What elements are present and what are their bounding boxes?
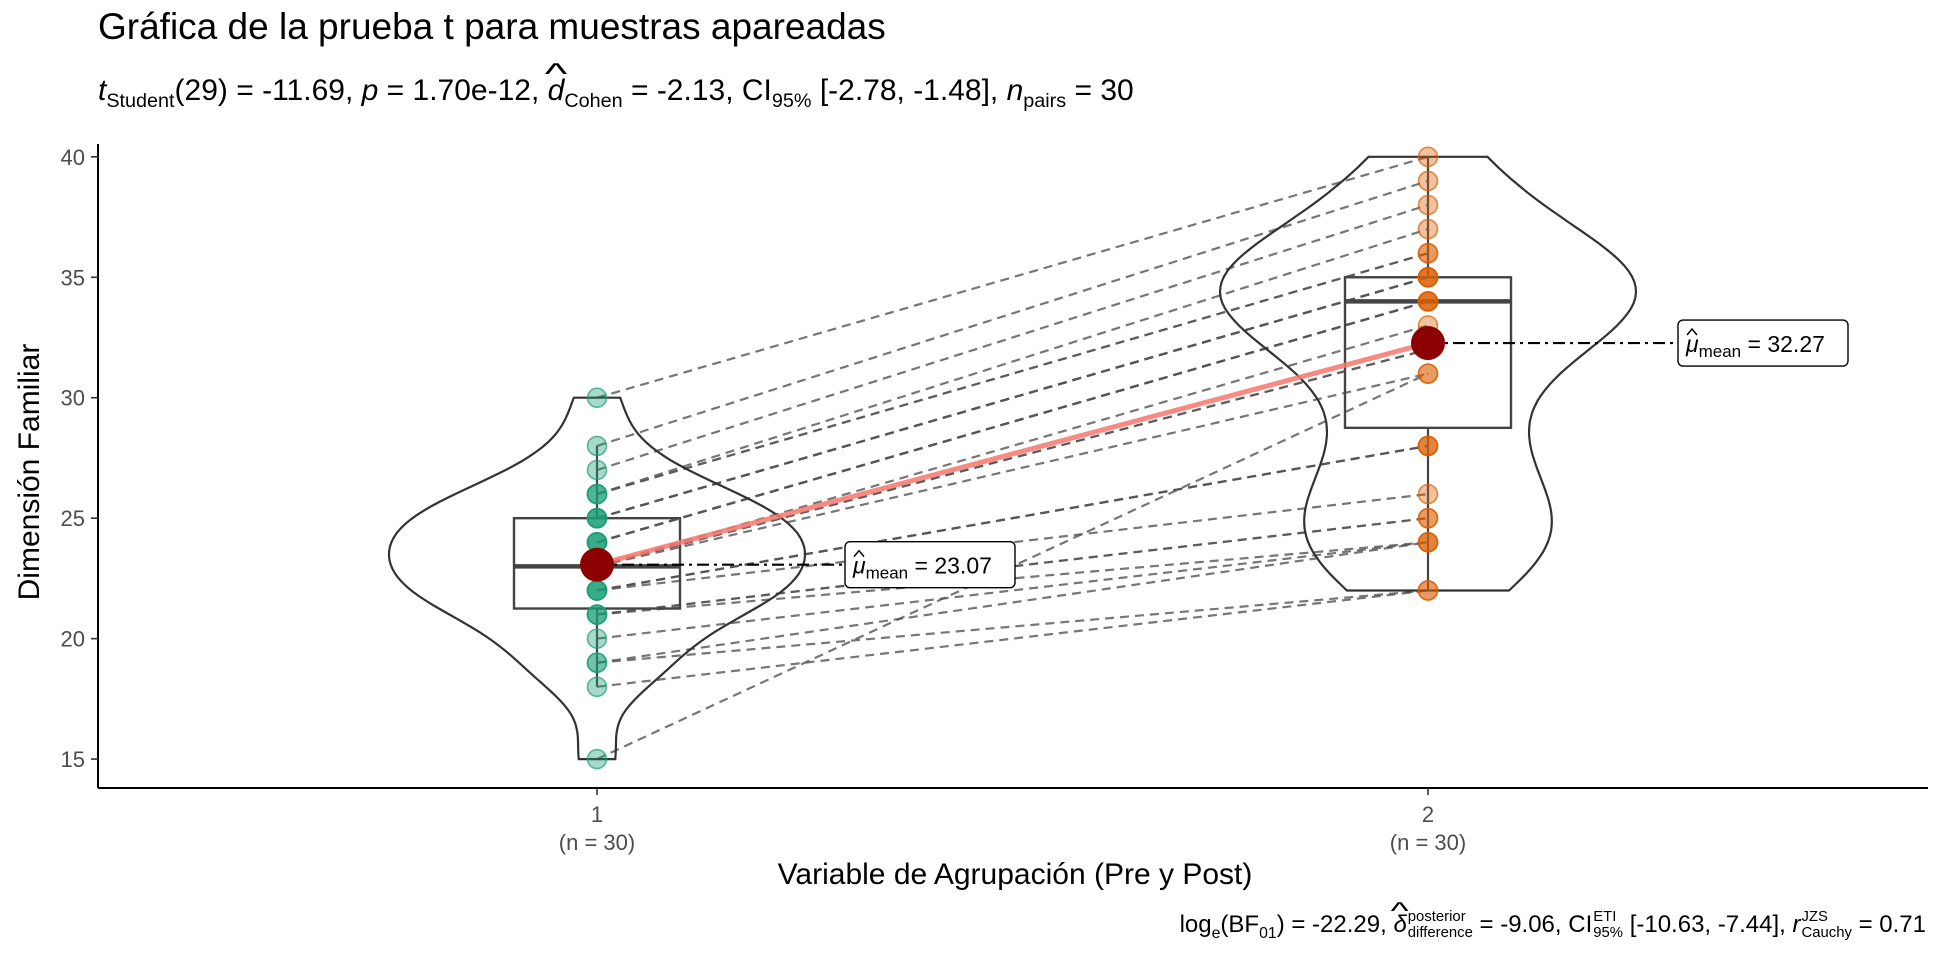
box [1343,276,1513,430]
data-point [586,628,608,649]
pair-line [596,444,1429,592]
data-point [1417,218,1439,240]
pair-line [596,300,1429,544]
data-point [1417,483,1439,505]
violins [387,155,1638,761]
data-point [586,604,608,625]
means: μmean = 23.07 μmean = 32.27 [580,319,1849,589]
data-point [586,652,608,674]
mean-label-text: μmean = 23.07 [852,553,992,583]
pair-line [596,252,1429,496]
y-tick-label: 40 [61,145,85,170]
pair-line [596,276,1429,520]
data-point [1417,194,1439,216]
chart-subtitle: tStudent(29) = -11.69, p = 1.70e-12, dCo… [98,74,1134,113]
data-point [586,580,608,601]
pair-line [596,589,1429,688]
y-tick-label: 20 [61,627,85,652]
data-point [1417,531,1439,553]
mean-point-group-1 [580,547,614,582]
pair-line [596,372,1429,568]
x-axis-label: Variable de Agrupación (Pre y Post) [777,858,1253,891]
data-point [586,387,608,409]
mean-label-text: μmean = 32.27 [1685,331,1825,361]
data-point [1417,580,1439,601]
boxplots [512,156,1513,687]
pair-line [596,589,1429,664]
mean-label-box [844,540,1016,589]
pair-line [596,492,1429,592]
pair-line [596,541,1429,640]
chart-caption: loge(BF01) = -22.29, δposteriordifferenc… [1180,909,1926,943]
data-point [586,748,608,770]
pair-line [596,541,1429,664]
x-tick-n-label: (n = 30) [1390,830,1466,855]
chart-title: Gráfica de la prueba t para muestras apa… [98,6,886,47]
data-point [1417,363,1439,384]
data-point [586,507,608,529]
data-point [1417,435,1439,457]
mean-label-box [1677,319,1849,367]
x-tick-label: 2 [1422,802,1434,827]
violin-group-1 [387,396,807,761]
axes: 15 20 25 30 35 40 1 (n = 30) 2 (n = 30) [61,144,1928,855]
y-tick-label: 15 [61,747,85,772]
pair-line [596,517,1429,616]
y-tick-label: 30 [61,386,85,411]
pair-line [596,155,1429,399]
hat-mark [1686,327,1698,336]
pair-line [596,228,1429,496]
violin-group-2 [1218,155,1638,592]
mean-connector-line [596,340,1429,568]
data-point [1417,507,1439,529]
data-point [586,483,608,505]
pair-line [596,324,1429,568]
data-points [586,146,1439,770]
pair-line [596,541,1429,616]
x-tick-label: 1 [591,802,603,827]
data-point [1417,170,1439,192]
paired-lines [596,155,1429,761]
y-tick-label: 25 [61,506,85,531]
data-point [1417,146,1439,168]
hat-mark [853,549,865,558]
x-tick-n-label: (n = 30) [559,830,635,855]
y-tick-label: 35 [61,265,85,290]
data-point [586,676,608,698]
pair-line [596,179,1429,447]
mean-label-group-1: μmean = 23.07 [844,540,1016,589]
mean-label-group-2: μmean = 32.27 [1677,319,1849,367]
box [512,516,682,610]
pair-line [596,203,1429,472]
data-point [1417,242,1439,264]
data-point [586,435,608,457]
data-point [1417,266,1439,288]
y-axis-label: Dimensión Familiar [13,343,46,601]
data-point [586,459,608,481]
mean-point-group-2 [1411,326,1445,361]
data-point [1417,291,1439,312]
